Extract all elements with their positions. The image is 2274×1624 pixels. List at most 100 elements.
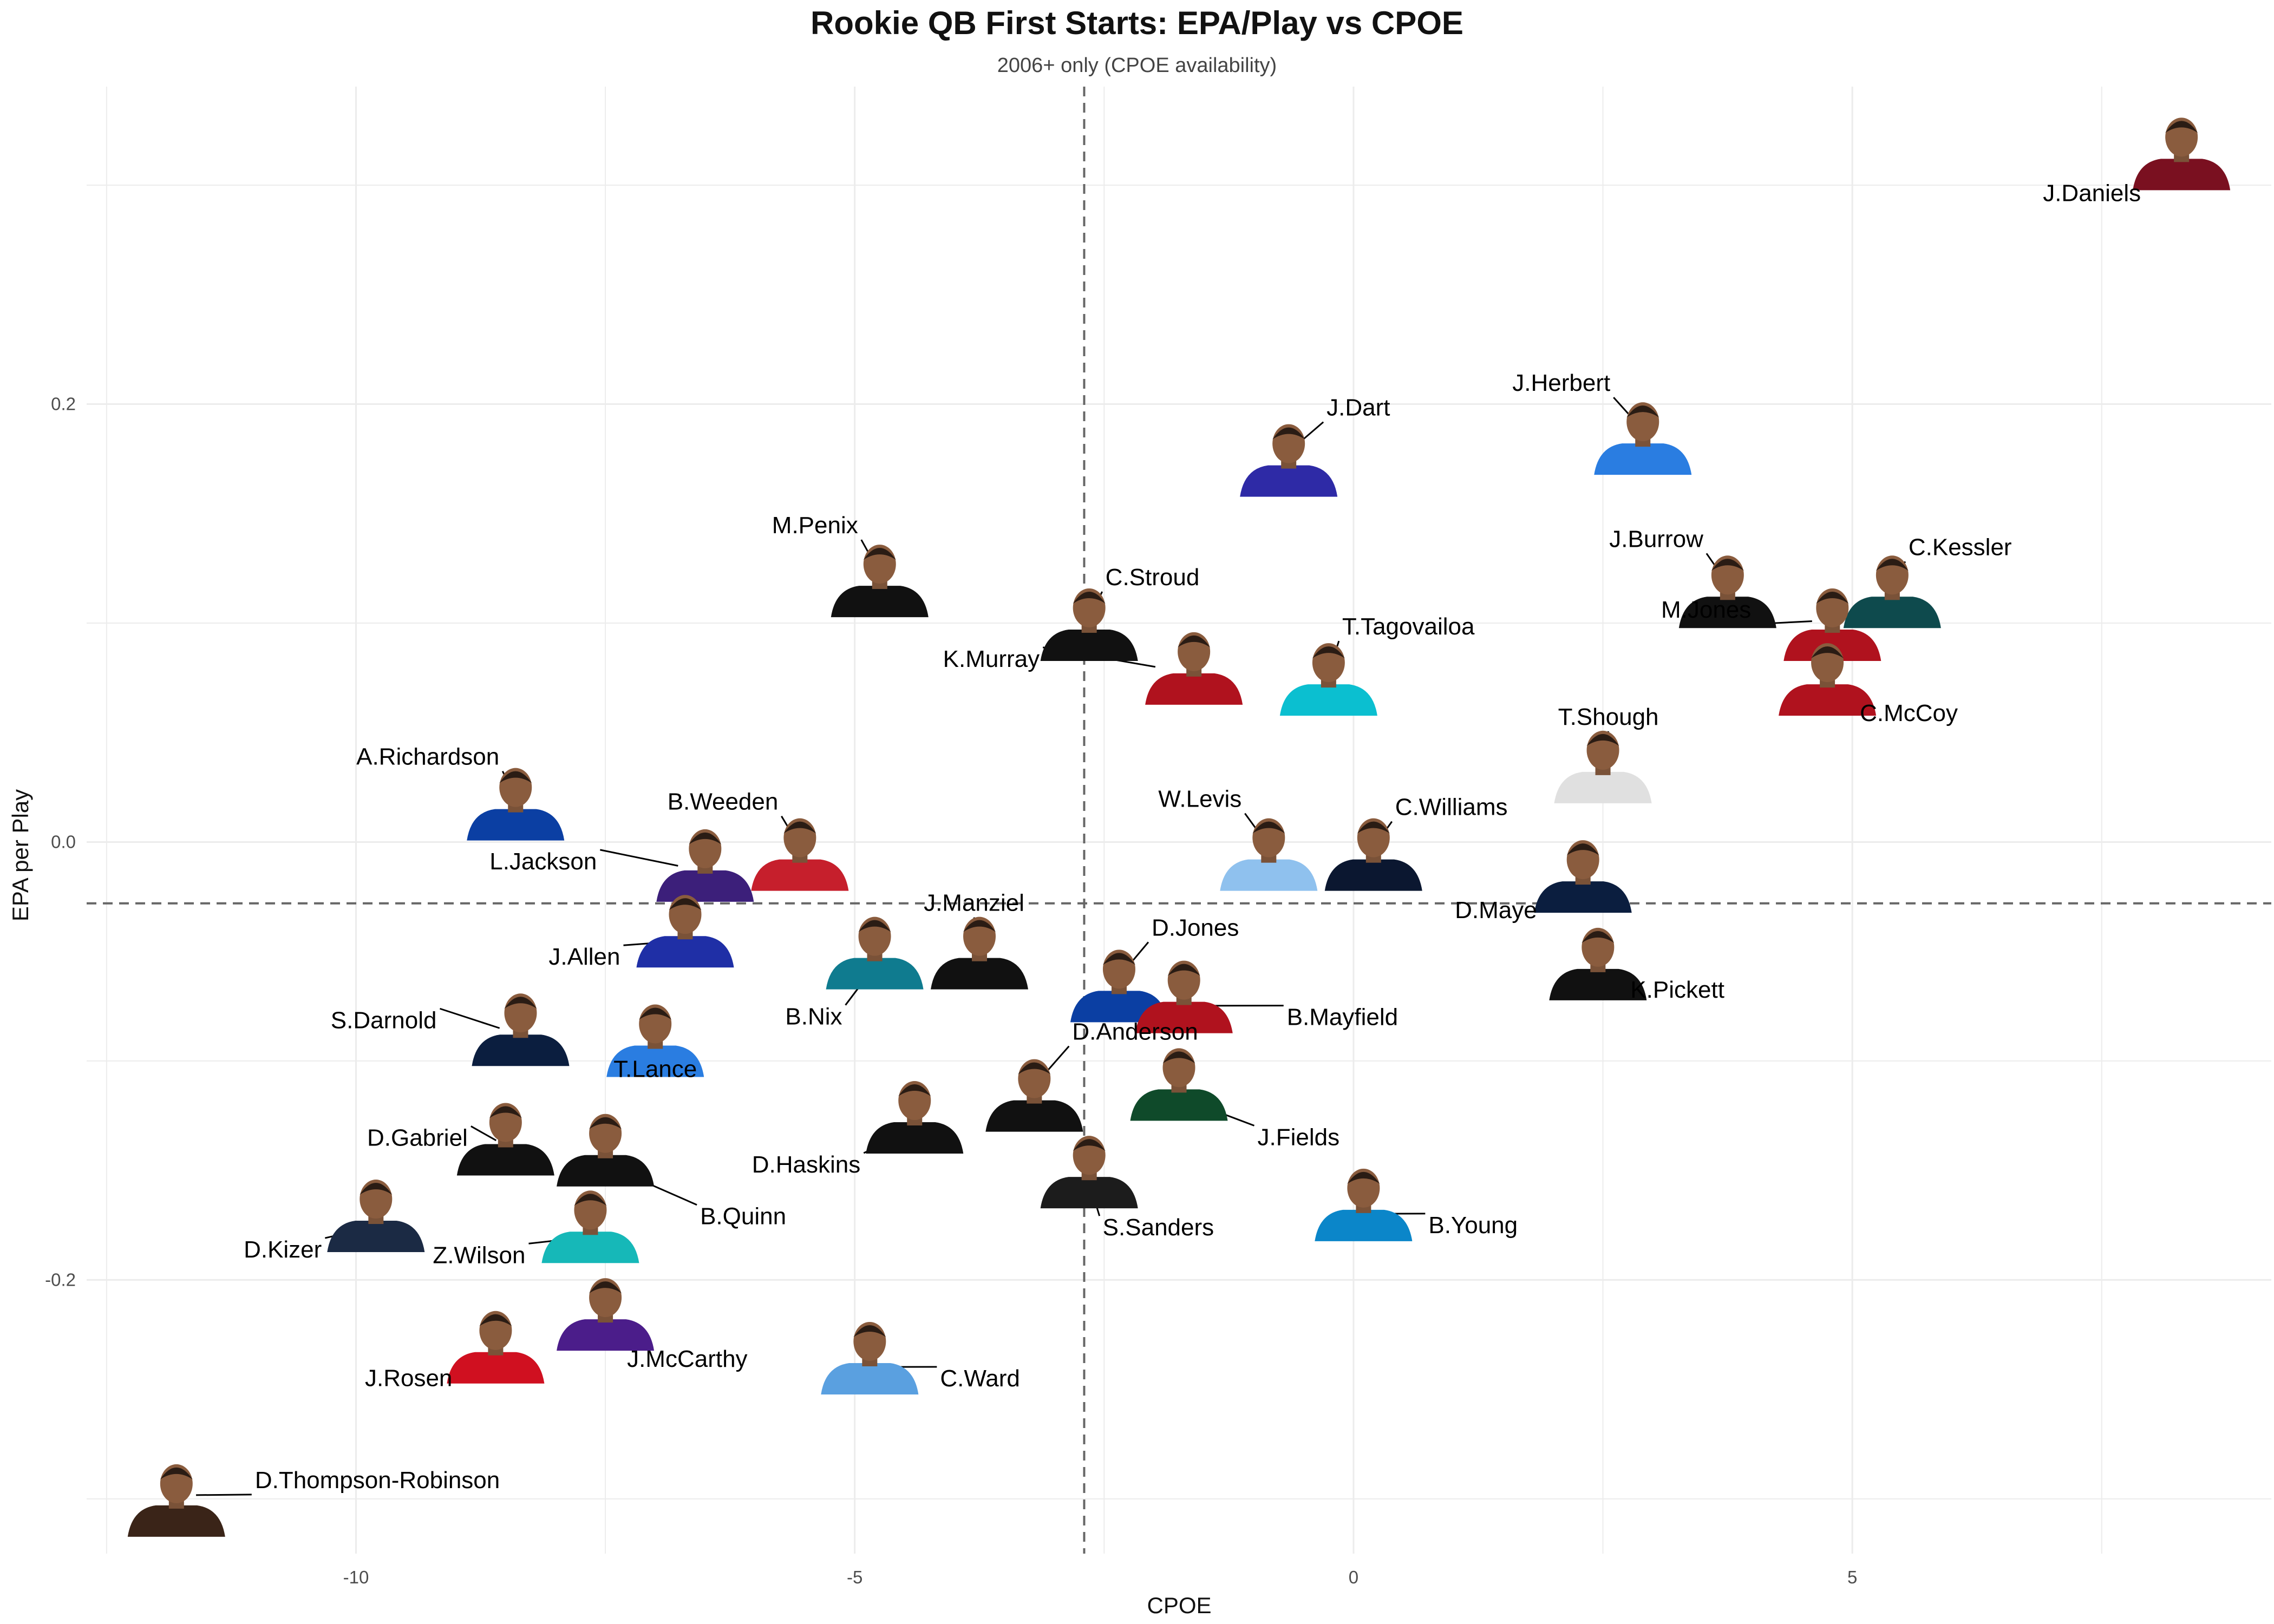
- player-label: J.Rosen: [365, 1365, 452, 1392]
- player-hair: [1073, 591, 1106, 604]
- player-hair: [574, 1194, 607, 1206]
- player-hair: [1252, 821, 1285, 834]
- player-hair: [589, 1281, 622, 1294]
- player-label: K.Pickett: [1630, 977, 1724, 1003]
- player-point: [1843, 555, 1941, 628]
- reference-lines: [87, 87, 2271, 1554]
- player-jersey: [472, 1034, 570, 1066]
- y-tick-label: 0.2: [51, 394, 76, 414]
- player-hair: [1586, 734, 1619, 746]
- player-point: [1040, 588, 1138, 661]
- player-label: J.Daniels: [2043, 180, 2141, 206]
- player-jersey: [557, 1155, 655, 1187]
- player-point: [606, 1004, 704, 1077]
- player-label: M.Jones: [1661, 597, 1751, 623]
- player-point: [636, 895, 734, 968]
- player-label: D.Kizer: [244, 1236, 322, 1263]
- label-leader-line: [440, 1007, 500, 1029]
- player-jersey: [1145, 673, 1243, 705]
- y-tick-label: -0.2: [45, 1269, 76, 1289]
- player-label: J.Herbert: [1512, 370, 1610, 396]
- player-jersey: [1040, 629, 1138, 661]
- player-jersey: [831, 586, 929, 618]
- player-hair: [1876, 559, 1909, 571]
- player-jersey: [1324, 859, 1422, 891]
- player-point: [1315, 1168, 1413, 1241]
- player-label: B.Quinn: [700, 1203, 786, 1230]
- label-leader-line: [471, 1125, 497, 1142]
- player-label: C.Stroud: [1106, 564, 1200, 591]
- player-point: [826, 916, 924, 990]
- y-axis-title: EPA per Play: [8, 789, 33, 921]
- player-jersey: [1135, 1001, 1233, 1033]
- player-point: [557, 1114, 655, 1187]
- player-point: [1135, 960, 1233, 1033]
- x-tick-label: 5: [1847, 1567, 1857, 1587]
- player-label: Z.Wilson: [433, 1242, 525, 1268]
- player-jersey: [327, 1221, 425, 1253]
- player-jersey: [456, 1144, 554, 1176]
- player-jersey: [1315, 1209, 1413, 1241]
- player-point: [447, 1311, 545, 1384]
- player-jersey: [1240, 465, 1338, 497]
- player-hair: [863, 548, 896, 560]
- player-jersey: [1549, 968, 1647, 1000]
- player-markers: [127, 117, 2231, 1537]
- player-label: K.Murray: [943, 646, 1040, 672]
- player-point: [1594, 402, 1692, 475]
- player-hair: [1018, 1062, 1051, 1075]
- player-point: [1534, 840, 1632, 913]
- player-jersey: [636, 936, 734, 968]
- player-point: [1130, 1048, 1228, 1121]
- player-hair: [1272, 427, 1305, 440]
- player-jersey: [1554, 771, 1652, 803]
- player-hair: [858, 920, 891, 932]
- player-hair: [1811, 646, 1844, 659]
- player-point: [1324, 818, 1422, 891]
- player-label: B.Young: [1428, 1212, 1518, 1239]
- player-point: [327, 1180, 425, 1253]
- player-label: D.Jones: [1152, 914, 1239, 941]
- player-jersey: [931, 958, 1029, 990]
- player-label: D.Maye: [1455, 897, 1537, 924]
- x-axis-title: CPOE: [1147, 1593, 1211, 1618]
- player-point: [557, 1278, 655, 1351]
- grid-lines: [87, 87, 2271, 1554]
- player-point: [1678, 555, 1776, 628]
- player-label: C.Williams: [1395, 794, 1508, 821]
- player-jersey: [821, 1363, 919, 1394]
- player-point: [985, 1059, 1083, 1132]
- player-hair: [1566, 843, 1599, 856]
- player-label: D.Anderson: [1072, 1019, 1198, 1045]
- player-jersey: [606, 1045, 704, 1077]
- chart-subtitle: 2006+ only (CPOE availability): [997, 54, 1277, 77]
- player-hair: [783, 821, 816, 834]
- player-hair: [1357, 821, 1390, 834]
- player-point: [472, 993, 570, 1066]
- player-point: [656, 829, 754, 902]
- player-label: W.Levis: [1158, 786, 1241, 813]
- player-jersey: [1594, 443, 1692, 475]
- player-label: B.Mayfield: [1287, 1004, 1398, 1031]
- player-label: B.Nix: [785, 1004, 842, 1030]
- player-label: L.Jackson: [489, 848, 597, 875]
- player-labels: J.Daniels J.Herbert J.Dart M.Penix C.Stroud J…: [244, 180, 2141, 1494]
- player-hair: [1582, 931, 1615, 943]
- player-hair: [1162, 1051, 1195, 1064]
- player-jersey: [1279, 684, 1377, 716]
- player-label: D.Gabriel: [367, 1124, 468, 1151]
- player-label: M.Penix: [772, 512, 858, 539]
- player-point: [1549, 927, 1647, 1000]
- player-label: A.Richardson: [356, 744, 499, 770]
- player-point: [866, 1081, 964, 1154]
- player-hair: [1816, 591, 1849, 604]
- player-label: C.McCoy: [1860, 700, 1958, 726]
- player-jersey: [1040, 1177, 1138, 1209]
- player-hair: [639, 1007, 672, 1020]
- player-hair: [689, 832, 722, 844]
- player-jersey: [1130, 1089, 1228, 1121]
- player-hair: [1312, 646, 1345, 659]
- player-jersey: [557, 1319, 655, 1351]
- player-point: [1220, 818, 1318, 891]
- player-label: T.Shough: [1558, 704, 1659, 730]
